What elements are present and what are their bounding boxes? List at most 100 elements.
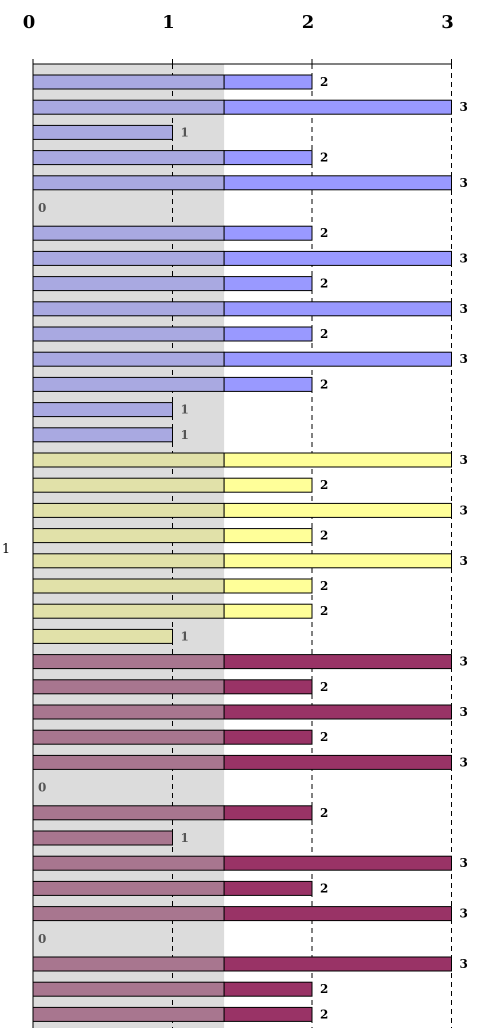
bar — [32, 654, 225, 670]
bar — [223, 729, 313, 745]
x-tick-label: 2 — [302, 12, 315, 33]
data-label: 3 — [460, 957, 468, 971]
bar — [223, 351, 452, 367]
bar — [32, 225, 225, 241]
data-label: 0 — [38, 932, 46, 946]
data-label: 3 — [460, 856, 468, 870]
bar — [32, 578, 225, 594]
data-label: 2 — [320, 1007, 328, 1021]
data-label: 2 — [320, 806, 328, 820]
bar — [32, 704, 225, 720]
bar — [32, 729, 225, 745]
bar — [223, 855, 452, 871]
data-label: 1 — [181, 125, 189, 139]
bar — [223, 376, 313, 392]
bar — [32, 553, 225, 569]
bar — [223, 754, 452, 770]
data-label: 3 — [460, 503, 468, 517]
bar — [32, 427, 173, 443]
data-label: 3 — [460, 705, 468, 719]
data-label: 2 — [320, 226, 328, 240]
bar — [32, 880, 225, 896]
bar — [223, 654, 452, 670]
data-label: 2 — [320, 377, 328, 391]
data-label: 2 — [320, 604, 328, 618]
data-label: 3 — [460, 453, 468, 467]
x-tick-label: 1 — [162, 12, 175, 33]
data-label: 2 — [320, 579, 328, 593]
bar — [32, 679, 225, 695]
bar — [32, 250, 225, 266]
bar — [32, 981, 225, 997]
bar — [223, 175, 452, 191]
bar — [223, 452, 452, 468]
data-label: 2 — [320, 75, 328, 89]
data-label: 1 — [181, 403, 189, 417]
data-label: 2 — [320, 151, 328, 165]
bar — [32, 906, 225, 922]
data-label: 3 — [460, 907, 468, 921]
bar — [32, 603, 225, 619]
data-label: 2 — [320, 327, 328, 341]
data-label: 3 — [460, 302, 468, 316]
bar — [32, 124, 173, 140]
bar — [32, 74, 225, 90]
bar — [223, 981, 313, 997]
data-label: 2 — [320, 982, 328, 996]
data-label: 0 — [38, 201, 46, 215]
bar — [223, 578, 313, 594]
bar — [223, 956, 452, 972]
bar — [32, 301, 225, 317]
bar — [223, 150, 313, 166]
bar — [32, 99, 225, 115]
x-tick-label: 0 — [23, 12, 36, 33]
bar — [32, 628, 173, 644]
bar — [223, 704, 452, 720]
data-label: 3 — [460, 100, 468, 114]
data-label: 3 — [460, 176, 468, 190]
bar — [32, 830, 173, 846]
bar — [32, 477, 225, 493]
data-label: 3 — [460, 251, 468, 265]
bar — [223, 276, 313, 292]
bar — [32, 150, 225, 166]
bar — [223, 679, 313, 695]
data-label: 2 — [320, 478, 328, 492]
bar — [223, 528, 313, 544]
data-label: 2 — [320, 680, 328, 694]
data-label: 2 — [320, 730, 328, 744]
data-label: 2 — [320, 881, 328, 895]
bar — [223, 301, 452, 317]
data-label: 2 — [320, 529, 328, 543]
data-label: 0 — [38, 781, 46, 795]
bar — [32, 402, 173, 418]
bar — [223, 502, 452, 518]
bar — [223, 74, 313, 90]
data-label: 3 — [460, 554, 468, 568]
bar — [223, 225, 313, 241]
bar — [223, 603, 313, 619]
bar — [223, 99, 452, 115]
bar — [223, 805, 313, 821]
data-label: 3 — [460, 655, 468, 669]
data-label: 3 — [460, 352, 468, 366]
bar — [223, 906, 452, 922]
x-tick-label: 3 — [441, 12, 454, 33]
data-label: 1 — [181, 629, 189, 643]
bar — [32, 376, 225, 392]
bar — [32, 452, 225, 468]
bar — [223, 553, 452, 569]
bar — [32, 855, 225, 871]
data-label: 1 — [181, 428, 189, 442]
bar — [32, 276, 225, 292]
bar — [32, 805, 225, 821]
bar — [32, 326, 225, 342]
data-label: 3 — [460, 755, 468, 769]
bar — [32, 1006, 225, 1022]
bar — [223, 880, 313, 896]
bar — [223, 326, 313, 342]
bar — [32, 956, 225, 972]
data-label: 2 — [320, 277, 328, 291]
bar — [32, 175, 225, 191]
data-label: 1 — [181, 831, 189, 845]
